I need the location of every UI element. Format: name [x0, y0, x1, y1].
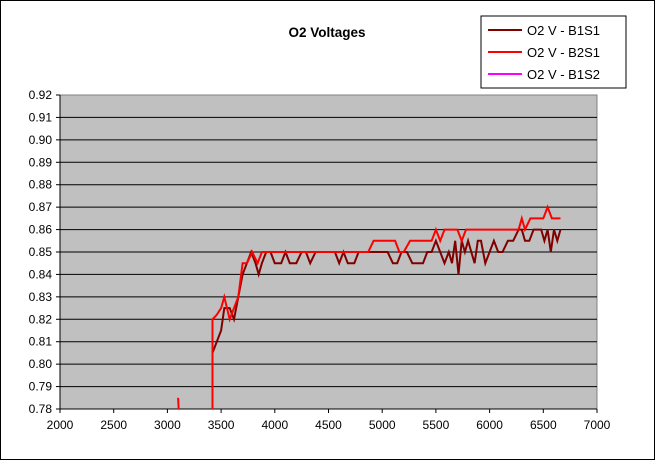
y-tick-label: 0.81 — [29, 335, 53, 349]
x-tick-label: 4500 — [315, 418, 342, 432]
y-tick-label: 0.91 — [29, 110, 53, 124]
y-tick-label: 0.80 — [29, 357, 53, 371]
legend-label: O2 V - B2S1 — [527, 45, 600, 60]
y-tick-label: 0.87 — [29, 200, 53, 214]
x-tick-label: 2000 — [47, 418, 74, 432]
y-tick-label: 0.88 — [29, 178, 53, 192]
x-tick-label: 3500 — [208, 418, 235, 432]
x-tick-label: 5500 — [423, 418, 450, 432]
series-line-o2-v-b2s1 — [211, 204, 561, 409]
y-tick-label: 0.89 — [29, 155, 53, 169]
legend[interactable]: O2 V - B1S1 O2 V - B2S1 O2 V - B1S2 — [480, 15, 627, 89]
x-tick-label: 2500 — [100, 418, 127, 432]
series-fragment — [177, 397, 180, 409]
x-tick-label: 3000 — [154, 418, 181, 432]
x-tick-label: 6000 — [476, 418, 503, 432]
x-tick-label: 7000 — [584, 418, 611, 432]
y-tick-label: 0.85 — [29, 245, 53, 259]
y-tick-label: 0.79 — [29, 380, 53, 394]
y-tick-label: 0.90 — [29, 133, 53, 147]
x-tick-label: 6500 — [530, 418, 557, 432]
series-layer — [177, 204, 562, 409]
y-tick-label: 0.82 — [29, 312, 53, 326]
legend-label: O2 V - B1S1 — [527, 23, 600, 38]
y-tick-label: 0.92 — [29, 88, 53, 102]
y-tick-label: 0.83 — [29, 290, 53, 304]
x-tick-label: 5000 — [369, 418, 396, 432]
y-tick-label: 0.84 — [29, 267, 53, 281]
axes: 0.78 0.79 0.80 0.81 0.82 0.83 0.84 0.85 0.86 0.87… — [29, 88, 611, 432]
y-tick-label: 0.86 — [29, 223, 53, 237]
chart-title: O2 Voltages — [288, 25, 365, 40]
x-tick-label: 4000 — [261, 418, 288, 432]
y-tick-label: 0.78 — [29, 402, 53, 416]
legend-label: O2 V - B1S2 — [527, 67, 600, 82]
